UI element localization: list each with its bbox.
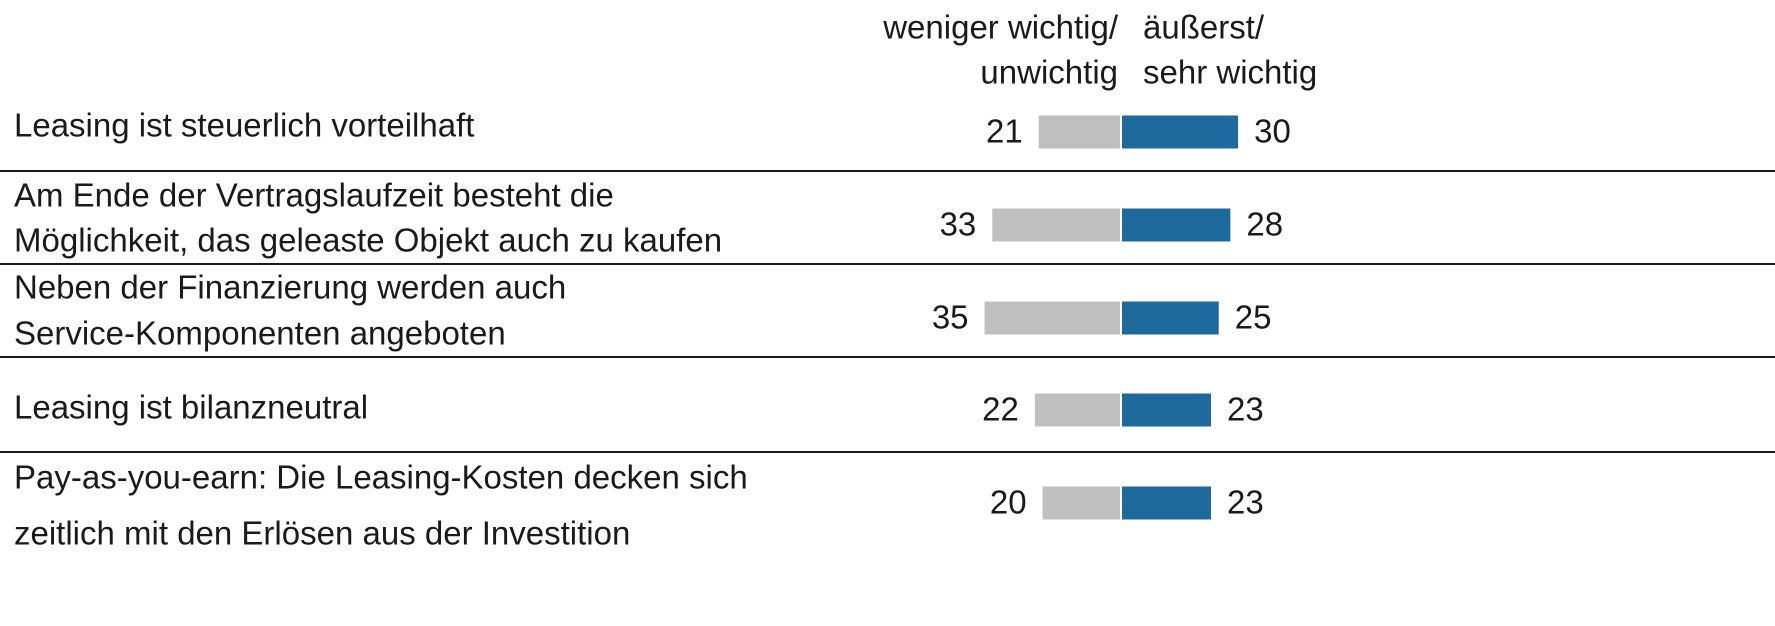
bar [984,301,1120,335]
bar [1122,393,1212,427]
value-label: 23 [1227,484,1264,521]
category-label: Pay-as-you-earn: Die Leasing-Kosten deck… [14,459,748,496]
value-label: 35 [932,299,969,336]
value-label: 25 [1235,299,1272,336]
bar [1034,393,1120,427]
value-label: 30 [1254,113,1291,150]
bar [1122,115,1239,149]
bar [1042,486,1120,520]
value-label: 21 [986,113,1023,150]
category-label: Leasing ist bilanzneutral [14,389,368,426]
legend-label: sehr wichtig [1143,54,1317,91]
value-label: 23 [1227,391,1264,428]
category-label: Leasing ist steuerlich vorteilhaft [14,107,474,144]
legend-label: äußerst/ [1143,9,1265,46]
category-label: Möglichkeit, das geleaste Objekt auch zu… [14,222,722,259]
category-label: zeitlich mit den Erlösen aus der Investi… [14,515,630,552]
category-label: Neben der Finanzierung werden auch [14,269,566,306]
value-label: 33 [940,206,977,243]
bar [1122,208,1231,242]
bar [992,208,1120,242]
category-label: Service-Komponenten angeboten [14,315,506,352]
legend-label: unwichtig [980,54,1118,91]
value-label: 28 [1246,206,1283,243]
category-label: Am Ende der Vertragslaufzeit besteht die [14,177,614,214]
bar [1122,486,1212,520]
bar [1122,301,1219,335]
bar [1038,115,1120,149]
value-label: 22 [982,391,1019,428]
legend-label: weniger wichtig/ [882,9,1119,46]
value-label: 20 [990,484,1027,521]
